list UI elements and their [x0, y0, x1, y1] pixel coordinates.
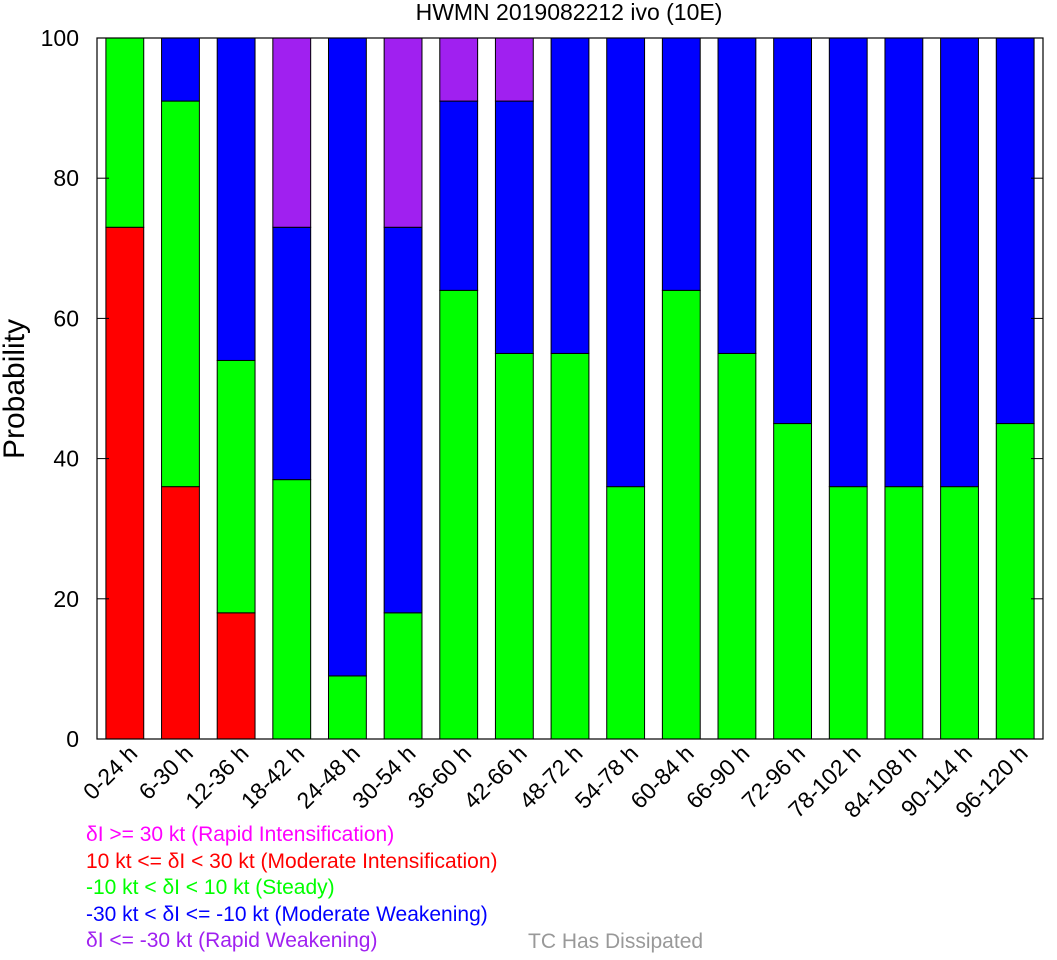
- bar-segment-36-60-h-i-30-kt-rapid-weakening: [439, 37, 479, 102]
- bar-segment-54-78-h-10-kt-i-10-kt-steady: [606, 486, 646, 740]
- bar-segment-0-24-h-10-kt-i-30-kt-moderate-intensification: [105, 226, 145, 740]
- bar-segment-30-54-h-10-kt-i-10-kt-steady: [383, 612, 423, 740]
- y-tick-label: 20: [53, 586, 79, 612]
- bar-segment-18-42-h-30-kt-i-10-kt-moderate-weakening: [272, 226, 312, 481]
- bar-segment-6-30-h-10-kt-i-10-kt-steady: [161, 100, 200, 488]
- y-tick-label: 100: [41, 25, 79, 51]
- bar-segment-84-108-h-30-kt-i-10-kt-moderate-weakening: [884, 37, 924, 488]
- dissipated-note: TC Has Dissipated: [528, 930, 704, 953]
- bar-segment-96-120-h-10-kt-i-10-kt-steady: [995, 423, 1035, 740]
- bar-segment-24-48-h-10-kt-i-10-kt-steady: [327, 675, 367, 740]
- legend-entry-steady: -10 kt < δI < 10 kt (Steady): [86, 876, 335, 899]
- legend-entry-rapid-intensification: δI >= 30 kt (Rapid Intensification): [86, 823, 395, 846]
- y-tick-label: 40: [53, 446, 79, 472]
- bar-segment-36-60-h-10-kt-i-10-kt-steady: [439, 289, 479, 740]
- bar-segment-90-114-h-10-kt-i-10-kt-steady: [940, 486, 979, 740]
- bar-segment-0-24-h-10-kt-i-10-kt-steady: [105, 37, 145, 228]
- bar-segment-30-54-h-i-30-kt-rapid-weakening: [383, 37, 423, 228]
- bar-segment-72-96-h-10-kt-i-10-kt-steady: [773, 423, 813, 740]
- legend-entry-rapid-weakening: δI <= -30 kt (Rapid Weakening): [86, 929, 378, 952]
- bar-segment-90-114-h-30-kt-i-10-kt-moderate-weakening: [940, 37, 979, 488]
- bar-segment-42-66-h-30-kt-i-10-kt-moderate-weakening: [494, 100, 534, 354]
- bar-segment-78-102-h-30-kt-i-10-kt-moderate-weakening: [828, 37, 868, 488]
- bar-segment-6-30-h-10-kt-i-30-kt-moderate-intensification: [161, 486, 200, 740]
- bar-segment-48-72-h-10-kt-i-10-kt-steady: [550, 352, 590, 740]
- legend: δI >= 30 kt (Rapid Intensification) 10 k…: [86, 822, 498, 955]
- bar-segment-48-72-h-30-kt-i-10-kt-moderate-weakening: [550, 37, 590, 354]
- chart-title: HWMN 2019082212 ivo (10E): [416, 0, 723, 25]
- bar-segment-36-60-h-30-kt-i-10-kt-moderate-weakening: [439, 100, 479, 291]
- bar-segment-60-84-h-10-kt-i-10-kt-steady: [661, 289, 701, 740]
- bar-segment-84-108-h-10-kt-i-10-kt-steady: [884, 486, 924, 740]
- y-tick-label: 0: [66, 726, 79, 752]
- legend-entry-moderate-intensification: 10 kt <= δI < 30 kt (Moderate Intensific…: [86, 849, 498, 873]
- bar-segment-30-54-h-30-kt-i-10-kt-moderate-weakening: [383, 226, 423, 614]
- bar-segment-18-42-h-10-kt-i-10-kt-steady: [272, 479, 312, 740]
- y-axis-label: Probability: [0, 319, 31, 459]
- y-tick-label: 80: [53, 165, 79, 191]
- bar-segment-66-90-h-30-kt-i-10-kt-moderate-weakening: [717, 37, 757, 354]
- y-tick-label: 60: [53, 305, 79, 331]
- bar-segment-66-90-h-10-kt-i-10-kt-steady: [717, 352, 757, 740]
- bar-segment-24-48-h-30-kt-i-10-kt-moderate-weakening: [327, 37, 367, 677]
- bar-segment-12-36-h-30-kt-i-10-kt-moderate-weakening: [216, 37, 256, 361]
- bar-segment-42-66-h-10-kt-i-10-kt-steady: [494, 352, 534, 740]
- plot-frame: [96, 37, 1044, 740]
- bar-segment-72-96-h-30-kt-i-10-kt-moderate-weakening: [773, 37, 813, 425]
- bar-segment-54-78-h-30-kt-i-10-kt-moderate-weakening: [606, 37, 646, 488]
- x-tick-label: 0-24 h: [78, 740, 143, 805]
- bar-segment-18-42-h-i-30-kt-rapid-weakening: [272, 37, 312, 228]
- bar-segment-78-102-h-10-kt-i-10-kt-steady: [828, 486, 868, 740]
- bar-segment-12-36-h-10-kt-i-10-kt-steady: [216, 359, 256, 614]
- bars-layer: [105, 37, 1035, 740]
- bar-segment-12-36-h-10-kt-i-30-kt-moderate-intensification: [216, 612, 256, 740]
- bar-segment-96-120-h-30-kt-i-10-kt-moderate-weakening: [995, 37, 1035, 425]
- bar-segment-6-30-h-30-kt-i-10-kt-moderate-weakening: [161, 37, 200, 102]
- legend-entry-moderate-weakening: -30 kt < δI <= -10 kt (Moderate Weakenin…: [86, 902, 488, 926]
- bar-segment-60-84-h-30-kt-i-10-kt-moderate-weakening: [661, 37, 701, 291]
- bar-segment-42-66-h-i-30-kt-rapid-weakening: [494, 37, 534, 102]
